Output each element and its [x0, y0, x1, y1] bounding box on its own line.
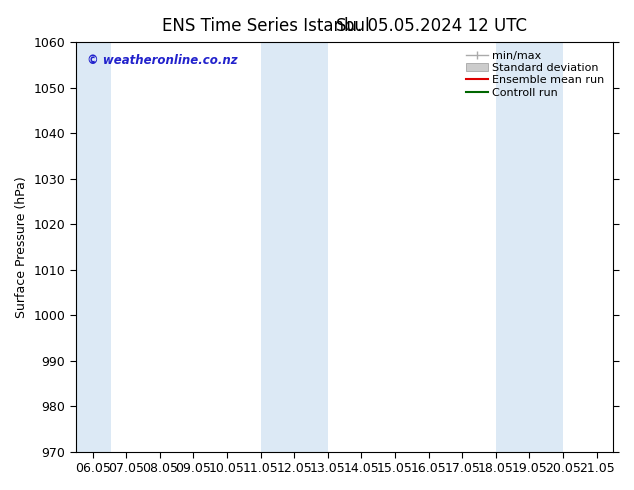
Legend: min/max, Standard deviation, Ensemble mean run, Controll run: min/max, Standard deviation, Ensemble me…	[462, 48, 608, 101]
Text: Su. 05.05.2024 12 UTC: Su. 05.05.2024 12 UTC	[335, 17, 527, 35]
Bar	[496, 42, 563, 452]
Bar	[261, 42, 328, 452]
Text: © weatheronline.co.nz: © weatheronline.co.nz	[87, 54, 237, 67]
Text: ENS Time Series Istanbul: ENS Time Series Istanbul	[162, 17, 370, 35]
Bar	[76, 42, 111, 452]
Y-axis label: Surface Pressure (hPa): Surface Pressure (hPa)	[15, 176, 28, 318]
